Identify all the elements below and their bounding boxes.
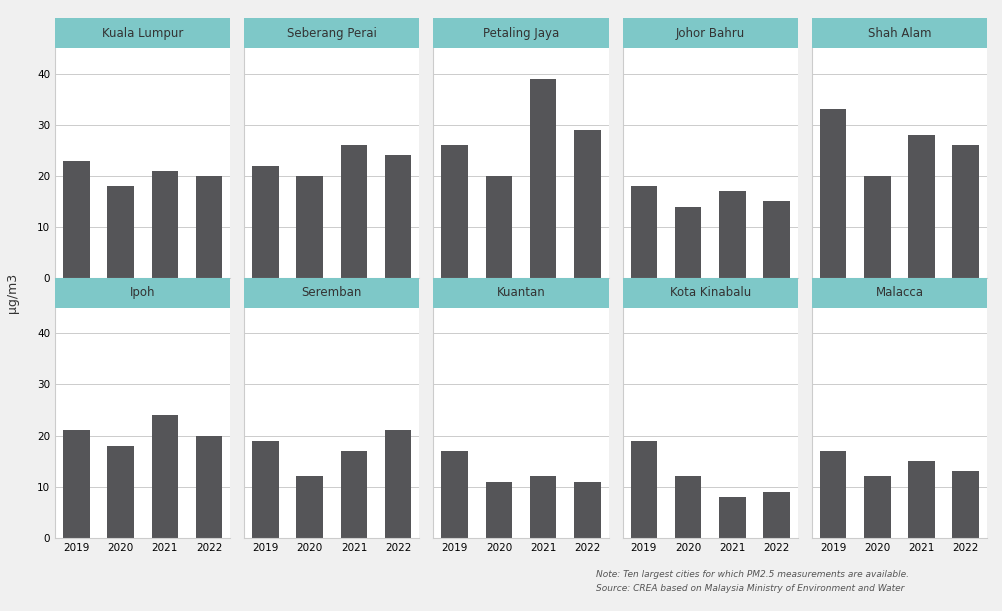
Bar xyxy=(530,477,556,538)
FancyBboxPatch shape xyxy=(434,278,608,308)
Bar xyxy=(908,461,935,538)
Text: Seremban: Seremban xyxy=(302,287,362,299)
Bar xyxy=(195,436,222,538)
Bar xyxy=(719,191,745,278)
Text: Kota Kinabalu: Kota Kinabalu xyxy=(669,287,750,299)
FancyBboxPatch shape xyxy=(244,18,420,48)
FancyBboxPatch shape xyxy=(55,18,230,48)
FancyBboxPatch shape xyxy=(55,278,230,308)
Text: Kuala Lumpur: Kuala Lumpur xyxy=(102,27,183,40)
Bar xyxy=(442,451,468,538)
FancyBboxPatch shape xyxy=(622,18,798,48)
Bar xyxy=(574,481,600,538)
Text: Kuantan: Kuantan xyxy=(497,287,545,299)
Bar xyxy=(630,186,657,278)
Text: Shah Alam: Shah Alam xyxy=(868,27,931,40)
Bar xyxy=(820,451,847,538)
Bar xyxy=(674,477,701,538)
Bar xyxy=(297,477,323,538)
Bar xyxy=(195,176,222,278)
Bar xyxy=(764,202,790,278)
Bar xyxy=(864,176,891,278)
Bar xyxy=(530,79,556,278)
Bar xyxy=(442,145,468,278)
Bar xyxy=(63,161,89,278)
Bar xyxy=(253,441,279,538)
Text: μg/m3: μg/m3 xyxy=(6,273,18,313)
Text: Johor Bahru: Johor Bahru xyxy=(675,27,744,40)
Bar xyxy=(764,492,790,538)
FancyBboxPatch shape xyxy=(812,278,987,308)
Bar xyxy=(341,145,368,278)
Text: Note: Ten largest cities for which PM2.5 measurements are available.: Note: Ten largest cities for which PM2.5… xyxy=(596,571,909,579)
Bar xyxy=(908,135,935,278)
Bar xyxy=(953,471,979,538)
Bar xyxy=(674,207,701,278)
Bar xyxy=(630,441,657,538)
Bar xyxy=(253,166,279,278)
Bar xyxy=(385,430,412,538)
Bar xyxy=(486,481,512,538)
FancyBboxPatch shape xyxy=(622,278,798,308)
FancyBboxPatch shape xyxy=(812,18,987,48)
Bar xyxy=(107,446,134,538)
Bar xyxy=(820,109,847,278)
Text: Seberang Perai: Seberang Perai xyxy=(287,27,377,40)
Bar xyxy=(385,155,412,278)
Bar xyxy=(953,145,979,278)
Bar xyxy=(297,176,323,278)
Bar xyxy=(341,451,368,538)
Bar xyxy=(151,415,178,538)
Bar xyxy=(719,497,745,538)
Bar xyxy=(151,170,178,278)
Text: Malacca: Malacca xyxy=(876,287,924,299)
Bar xyxy=(107,186,134,278)
Bar xyxy=(63,430,89,538)
Bar xyxy=(574,130,600,278)
Bar xyxy=(486,176,512,278)
Text: Source: CREA based on Malaysia Ministry of Environment and Water: Source: CREA based on Malaysia Ministry … xyxy=(596,584,905,593)
FancyBboxPatch shape xyxy=(244,278,420,308)
Text: Ipoh: Ipoh xyxy=(130,287,155,299)
Bar xyxy=(864,477,891,538)
FancyBboxPatch shape xyxy=(434,18,608,48)
Text: Petaling Jaya: Petaling Jaya xyxy=(483,27,559,40)
